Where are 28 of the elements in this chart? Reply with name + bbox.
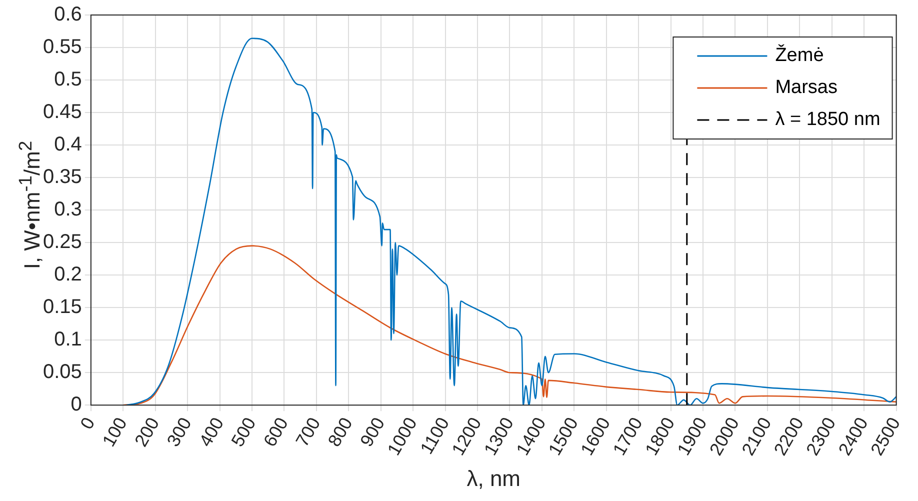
- x-tick-label: 100: [98, 414, 131, 450]
- x-axis-title: λ, nm: [466, 466, 521, 491]
- y-tick-label: 0.55: [42, 36, 82, 58]
- legend-label: Marsas: [775, 77, 838, 98]
- y-tick-label: 0.15: [42, 296, 82, 318]
- x-tick-label: 900: [356, 414, 389, 450]
- y-tick-label: 0.4: [54, 134, 82, 156]
- y-tick-label: 0.05: [42, 361, 82, 384]
- x-tick-label: 600: [260, 414, 292, 450]
- y-tick-label: 0.45: [42, 101, 82, 124]
- x-tick-label: 400: [195, 414, 228, 450]
- y-tick-label: 0.1: [54, 328, 82, 351]
- y-tick-label: 0.25: [42, 231, 82, 254]
- y-tick-label: 0.5: [54, 68, 82, 91]
- y-tick-label: 0.35: [42, 166, 82, 188]
- y-tick-label: 0.2: [54, 264, 82, 286]
- legend-label: λ = 1850 nm: [775, 109, 880, 130]
- x-tick-label: 700: [292, 414, 324, 450]
- y-tick-label: 0.3: [54, 198, 82, 221]
- x-tick-label: 0: [76, 414, 99, 433]
- legend-label: Žemė: [775, 44, 824, 66]
- y-tick-label: 0: [70, 394, 82, 416]
- line-series: [126, 38, 896, 406]
- x-tick-label: 300: [162, 414, 196, 450]
- x-tick-label: 200: [130, 414, 164, 450]
- y-tick-label: 0.6: [54, 4, 82, 26]
- x-tick-label: 500: [227, 414, 260, 450]
- x-tick-label: 800: [324, 414, 356, 450]
